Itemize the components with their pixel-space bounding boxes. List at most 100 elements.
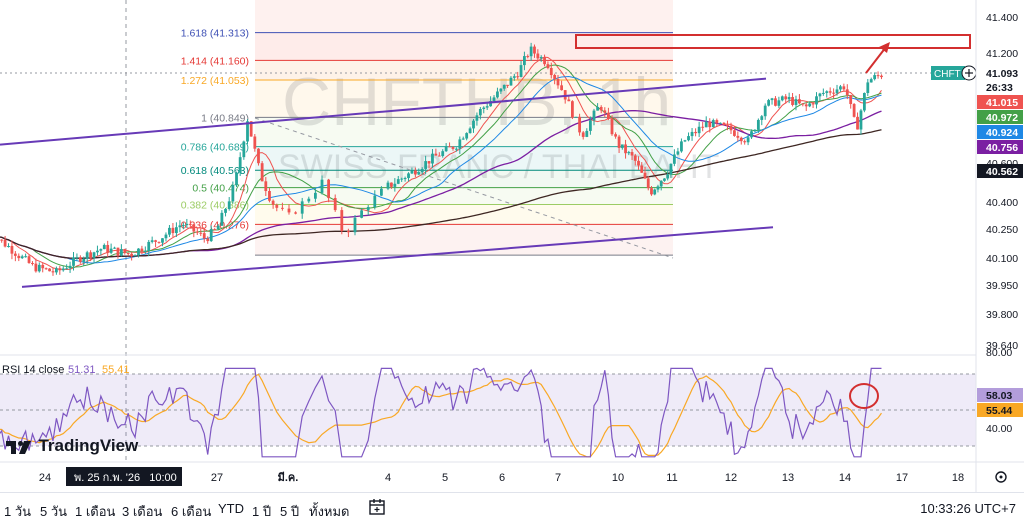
timeframe-button[interactable]: 5 วัน bbox=[40, 504, 68, 519]
candle-body bbox=[249, 121, 253, 137]
candle-body bbox=[643, 172, 647, 179]
candle-body bbox=[164, 234, 168, 239]
candle-body bbox=[20, 256, 24, 259]
candle-body bbox=[533, 46, 536, 54]
candle-body bbox=[116, 247, 120, 256]
time-tick-label: 12 bbox=[725, 472, 737, 484]
calendar-icon[interactable] bbox=[368, 498, 386, 516]
candle-body bbox=[0, 239, 4, 241]
candle-body bbox=[89, 252, 92, 258]
candle-body bbox=[264, 181, 268, 192]
candle-body bbox=[567, 99, 571, 102]
candle-body bbox=[472, 120, 475, 129]
candle-body bbox=[726, 125, 729, 127]
candle-body bbox=[784, 96, 788, 100]
candle-body bbox=[832, 92, 835, 94]
candle-body bbox=[760, 116, 764, 120]
candle-body bbox=[413, 170, 417, 175]
price-tick-label: 39.950 bbox=[986, 280, 1018, 292]
candle-body bbox=[37, 264, 41, 272]
candle-body bbox=[133, 255, 137, 257]
candle-body bbox=[650, 188, 653, 195]
candle-body bbox=[41, 264, 45, 269]
candle-body bbox=[617, 136, 621, 148]
candle-body bbox=[815, 96, 818, 105]
candle-body bbox=[842, 86, 846, 90]
candle-body bbox=[386, 182, 390, 189]
candle-body bbox=[188, 223, 192, 225]
candle-body bbox=[715, 120, 719, 123]
candle-body bbox=[175, 227, 178, 234]
timeframe-button[interactable]: 6 เดือน bbox=[171, 504, 212, 519]
timeframe-button[interactable]: 3 เดือน bbox=[122, 504, 163, 519]
timeframe-button[interactable]: 1 เดือน bbox=[75, 504, 116, 519]
rsi-legend-label[interactable]: RSI 14 close bbox=[2, 364, 64, 376]
timeframe-button[interactable]: 1 วัน bbox=[4, 504, 32, 519]
candle-body bbox=[181, 225, 185, 227]
candle-body bbox=[58, 268, 62, 271]
candle-body bbox=[835, 89, 839, 94]
candle-body bbox=[509, 77, 513, 86]
tradingview-logo-icon bbox=[6, 440, 31, 454]
candle-body bbox=[750, 131, 753, 138]
chart-canvas[interactable]: CHFTHB, 1h SWISS FRANC / THAI BAHT 1.618… bbox=[0, 0, 1024, 492]
time-tick-label: 14 bbox=[839, 472, 851, 484]
crosshair-time-label: พ. 25 ก.พ. '26 10:00 bbox=[74, 472, 177, 484]
candle-body bbox=[549, 67, 553, 76]
rsi-axis[interactable]: 80.00 40.00 58.03 55.44 bbox=[977, 347, 1023, 435]
price-tick-label: 40.100 bbox=[986, 253, 1018, 265]
candle-body bbox=[845, 89, 849, 96]
candle-body bbox=[523, 56, 526, 66]
candle-body bbox=[178, 225, 182, 228]
candle-body bbox=[630, 152, 634, 156]
candle-body bbox=[102, 244, 106, 250]
candle-body bbox=[238, 157, 242, 173]
time-tick-label: 11 bbox=[666, 472, 677, 484]
candle-body bbox=[150, 240, 154, 242]
price-tick-label: 41.200 bbox=[986, 48, 1018, 60]
timeframe-button[interactable]: ทั้งหมด bbox=[309, 504, 350, 519]
candle-body bbox=[596, 106, 599, 111]
resistance-zone-box[interactable] bbox=[575, 34, 971, 49]
candle-body bbox=[314, 192, 317, 199]
candle-body bbox=[109, 248, 113, 253]
candle-body bbox=[403, 178, 407, 180]
fib-level-label: 1.272 (41.053) bbox=[181, 75, 249, 87]
candle-body bbox=[327, 179, 330, 199]
candle-body bbox=[708, 121, 712, 128]
candle-body bbox=[461, 138, 465, 140]
settings-gear-icon[interactable] bbox=[995, 471, 1007, 483]
candle-body bbox=[275, 204, 279, 208]
candle-body bbox=[85, 252, 89, 259]
timeframe-button[interactable]: YTD bbox=[218, 501, 244, 516]
rsi-legend-value: 51.31 bbox=[68, 364, 96, 376]
price-label: 41.015 bbox=[986, 97, 1018, 109]
candle-body bbox=[126, 253, 130, 255]
channel-lower-line[interactable] bbox=[21, 226, 774, 288]
fib-zone bbox=[255, 32, 673, 61]
time-axis[interactable]: 24 27 มี.ค. 4 5 6 7 10 11 12 13 14 17 18 bbox=[39, 471, 964, 484]
candle-body bbox=[195, 231, 199, 233]
candle-body bbox=[659, 180, 663, 187]
price-axis[interactable]: 41.40041.20040.60040.40040.25040.10039.9… bbox=[986, 12, 1018, 352]
tradingview-logo[interactable]: TradingView bbox=[4, 436, 138, 456]
rsi-highlight-circle[interactable] bbox=[849, 383, 879, 409]
price-channel[interactable] bbox=[0, 77, 774, 288]
candle-body bbox=[478, 108, 482, 116]
price-label-bg bbox=[977, 66, 1023, 80]
target-arrow-line[interactable] bbox=[865, 46, 887, 74]
candle-body bbox=[268, 191, 271, 201]
timeframe-button[interactable]: 1 ปี bbox=[252, 504, 272, 519]
candle-body bbox=[123, 249, 127, 254]
channel-upper-line[interactable] bbox=[0, 77, 767, 146]
symbol-watermark: CHFTHB, 1h bbox=[282, 64, 671, 140]
candle-body bbox=[347, 230, 350, 233]
target-arrow-head bbox=[879, 42, 890, 53]
clock-display[interactable]: 10:33:26 UTC+7 bbox=[920, 501, 1016, 516]
candle-body bbox=[687, 136, 690, 141]
candle-body bbox=[680, 141, 683, 152]
fib-trend-line[interactable] bbox=[254, 117, 674, 259]
timeframe-button[interactable]: 5 ปี bbox=[280, 504, 300, 519]
candle-body bbox=[496, 91, 499, 98]
candle-body bbox=[862, 93, 866, 111]
